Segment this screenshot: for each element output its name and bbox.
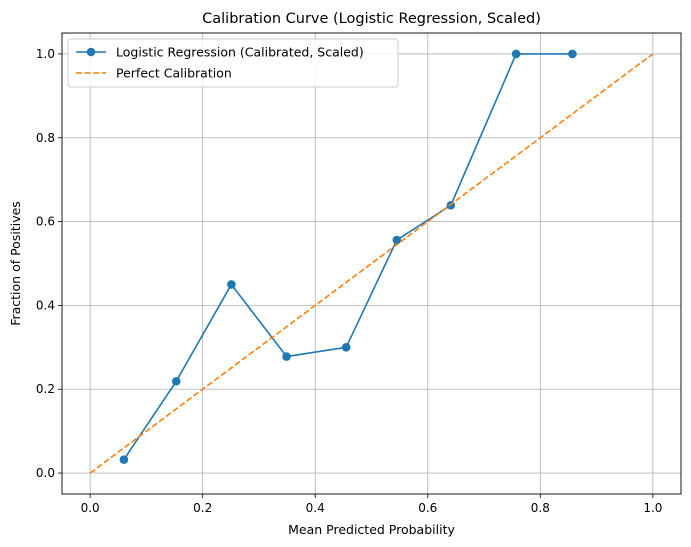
y-axis-label: Fraction of Positives [8,201,23,326]
data-point [568,49,577,59]
legend-label-1: Logistic Regression (Calibrated, Scaled) [116,45,364,60]
data-point [171,376,181,386]
y-tick-label: 0.6 [36,215,55,229]
legend-marker [86,47,96,57]
x-tick-label: 0.4 [306,501,325,515]
chart-title: Calibration Curve (Logistic Regression, … [202,11,541,27]
series-line-2 [89,53,654,474]
ticks: 0.0 0.2 0.4 0.6 0.8 1.0 0.0 0.2 0.4 0.6 0.8 1.0 [36,47,663,515]
x-axis-label: Mean Predicted Probability [288,522,455,537]
y-tick-label: 0.8 [36,131,55,145]
axes-frame [61,32,682,495]
legend-box [67,38,399,88]
data-point [341,343,351,352]
y-tick-label: 0.2 [36,382,55,396]
data-point [511,49,521,59]
legend: Logistic Regression (Calibrated, Scaled)… [67,38,399,88]
legend-label-2: Perfect Calibration [116,66,232,81]
x-tick-label: 0.2 [193,501,212,515]
data-point [119,455,129,464]
data-point [392,235,402,245]
x-tick-label: 0.6 [418,501,437,515]
data-point [227,280,236,289]
data-point [282,352,291,361]
x-tick-label: 0.0 [81,501,100,515]
y-tick-label: 1.0 [36,47,55,61]
x-tick-label: 1.0 [643,501,662,515]
y-tick-label: 0.4 [36,298,55,312]
plot-area [89,49,654,474]
y-tick-label: 0.0 [36,466,55,480]
grid [62,33,681,494]
x-tick-label: 0.8 [531,501,550,515]
